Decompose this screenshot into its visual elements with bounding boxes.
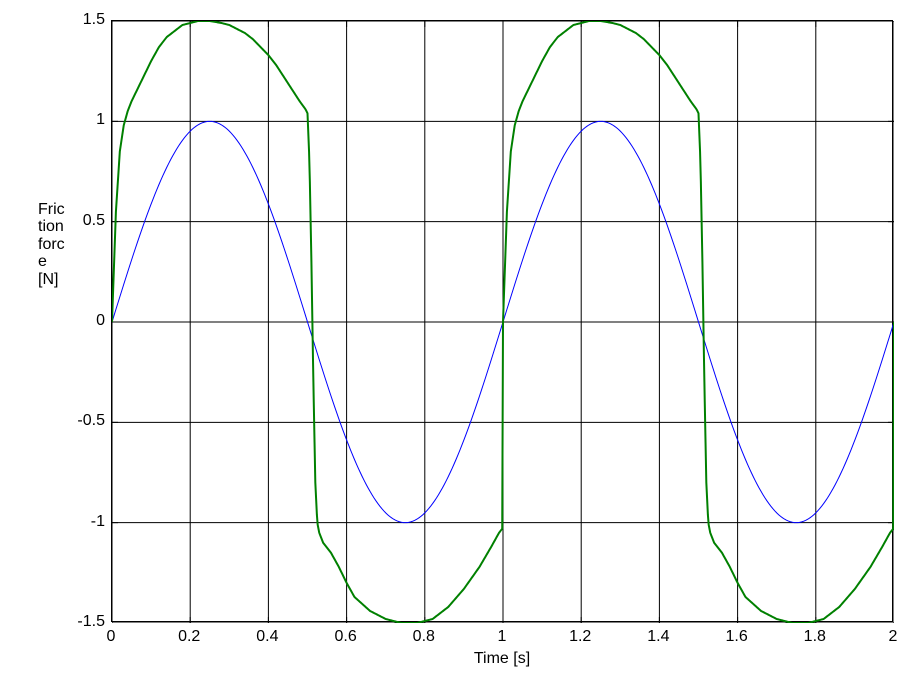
x-tick-label: 0.2 — [169, 628, 209, 646]
y-tick-label: -0.5 — [77, 412, 105, 430]
y-tick-label: 1 — [96, 111, 105, 129]
x-tick-label: 1.4 — [638, 628, 678, 646]
x-tick-label: 0.8 — [404, 628, 444, 646]
x-axis-label: Time [s] — [111, 650, 893, 668]
y-tick-label: -1 — [91, 513, 105, 531]
y-axis-label: Fric tion forc e [N] — [38, 201, 79, 289]
y-tick-label: 1.5 — [83, 11, 105, 29]
plot-svg — [112, 21, 894, 623]
friction-chart: Fric tion forc e [N] -1.5-1-0.500.511.5 … — [0, 0, 913, 681]
y-tick-label: 0 — [96, 312, 105, 330]
x-tick-label: 1.6 — [717, 628, 757, 646]
x-tick-label: 1.8 — [795, 628, 835, 646]
x-tick-label: 1.2 — [560, 628, 600, 646]
y-tick-label: 0.5 — [83, 212, 105, 230]
x-tick-label: 0 — [91, 628, 131, 646]
x-tick-label: 1 — [482, 628, 522, 646]
x-tick-label: 2 — [873, 628, 913, 646]
plot-area — [111, 20, 893, 622]
x-tick-label: 0.4 — [247, 628, 287, 646]
x-tick-label: 0.6 — [326, 628, 366, 646]
